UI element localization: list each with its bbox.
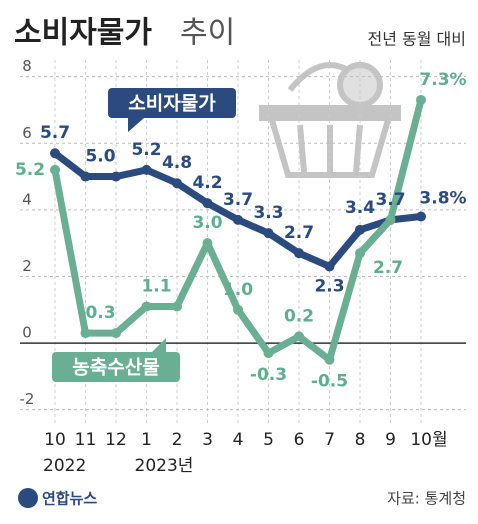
legend-box: [108, 88, 236, 118]
x-tick-label: 2: [172, 430, 183, 450]
value-label: 3.7: [375, 190, 405, 210]
point: [80, 171, 91, 182]
logo-mark: [18, 488, 38, 508]
point: [233, 214, 243, 225]
x-tick-label: 9: [385, 430, 396, 450]
legend-label: 소비자물가: [128, 93, 216, 115]
x-sublabel: 2022: [43, 456, 86, 476]
point: [355, 248, 365, 259]
value-label: 0.2: [284, 306, 314, 326]
value-label: 7.3%: [419, 70, 466, 90]
x-tick-label: 10월: [410, 430, 447, 450]
logo: 연합뉴스: [18, 488, 97, 508]
point: [324, 261, 335, 272]
source: 자료: 통계청: [387, 490, 466, 508]
value-label: 3.7: [223, 190, 253, 210]
chart-title-light: 추이: [180, 16, 235, 51]
point: [233, 304, 243, 315]
y-tick-label: 2: [22, 257, 32, 275]
value-label: 5.2: [131, 140, 161, 160]
point: [416, 94, 426, 105]
x-sublabel: 2023년: [135, 456, 194, 476]
point: [141, 164, 152, 175]
x-tick-label: 4: [233, 430, 244, 450]
x-tick-label: 7: [324, 430, 335, 450]
point: [294, 331, 304, 342]
value-label: 3.3: [253, 203, 283, 223]
point: [50, 164, 60, 175]
value-label: 5.2: [15, 160, 45, 180]
legend-box: [52, 352, 180, 382]
point: [263, 348, 274, 359]
y-tick-label: 6: [22, 124, 32, 142]
x-tick-label: 5: [263, 430, 274, 450]
point: [202, 198, 213, 209]
subtitle: 전년 동월 대비: [368, 30, 467, 49]
point: [172, 301, 182, 312]
point: [111, 171, 121, 182]
value-label: 3.0: [192, 213, 222, 233]
x-tick-label: 8: [355, 430, 366, 450]
legend-pointer: [128, 118, 144, 132]
value-label: 4.8: [162, 153, 192, 173]
point: [355, 224, 365, 235]
legend-label: 농축수산물: [72, 357, 159, 379]
value-label: -0.5: [311, 372, 348, 392]
y-tick-label: -2: [20, 390, 35, 408]
x-tick-label: 1: [141, 430, 152, 450]
x-tick-label: 6: [294, 430, 305, 450]
chart-title: 소비자물가: [14, 16, 152, 51]
x-tick-label: 12: [105, 430, 127, 450]
x-tick-label: 3: [202, 430, 213, 450]
value-label: 4.2: [192, 173, 222, 193]
point: [263, 228, 274, 239]
value-label: 2.3: [314, 276, 344, 296]
logo-text: 연합뉴스: [42, 490, 97, 508]
value-label: 3.8%: [419, 189, 466, 209]
y-tick-label: 8: [22, 57, 32, 75]
point: [80, 328, 91, 339]
x-tick-label: 10: [44, 430, 66, 450]
legend-pointer: [152, 338, 166, 352]
point: [294, 248, 304, 259]
value-label: 2.7: [284, 223, 314, 243]
point: [111, 328, 121, 339]
value-label: 5.0: [85, 147, 115, 167]
point: [50, 148, 60, 159]
point: [202, 238, 213, 249]
point: [324, 354, 335, 365]
point: [141, 301, 152, 312]
y-tick-label: 4: [22, 190, 32, 208]
value-label: -0.3: [250, 365, 287, 385]
point: [416, 211, 426, 222]
value-label: 0.3: [85, 303, 115, 323]
point: [172, 178, 182, 189]
x-tick-label: 11: [75, 430, 97, 450]
y-tick-label: 0: [22, 324, 32, 342]
value-label: 2.7: [373, 258, 403, 278]
value-label: 1.0: [223, 280, 253, 300]
value-label: 5.7: [40, 123, 70, 143]
value-label: 3.4: [345, 198, 375, 218]
value-label: 1.1: [141, 276, 171, 296]
point: [385, 214, 396, 225]
